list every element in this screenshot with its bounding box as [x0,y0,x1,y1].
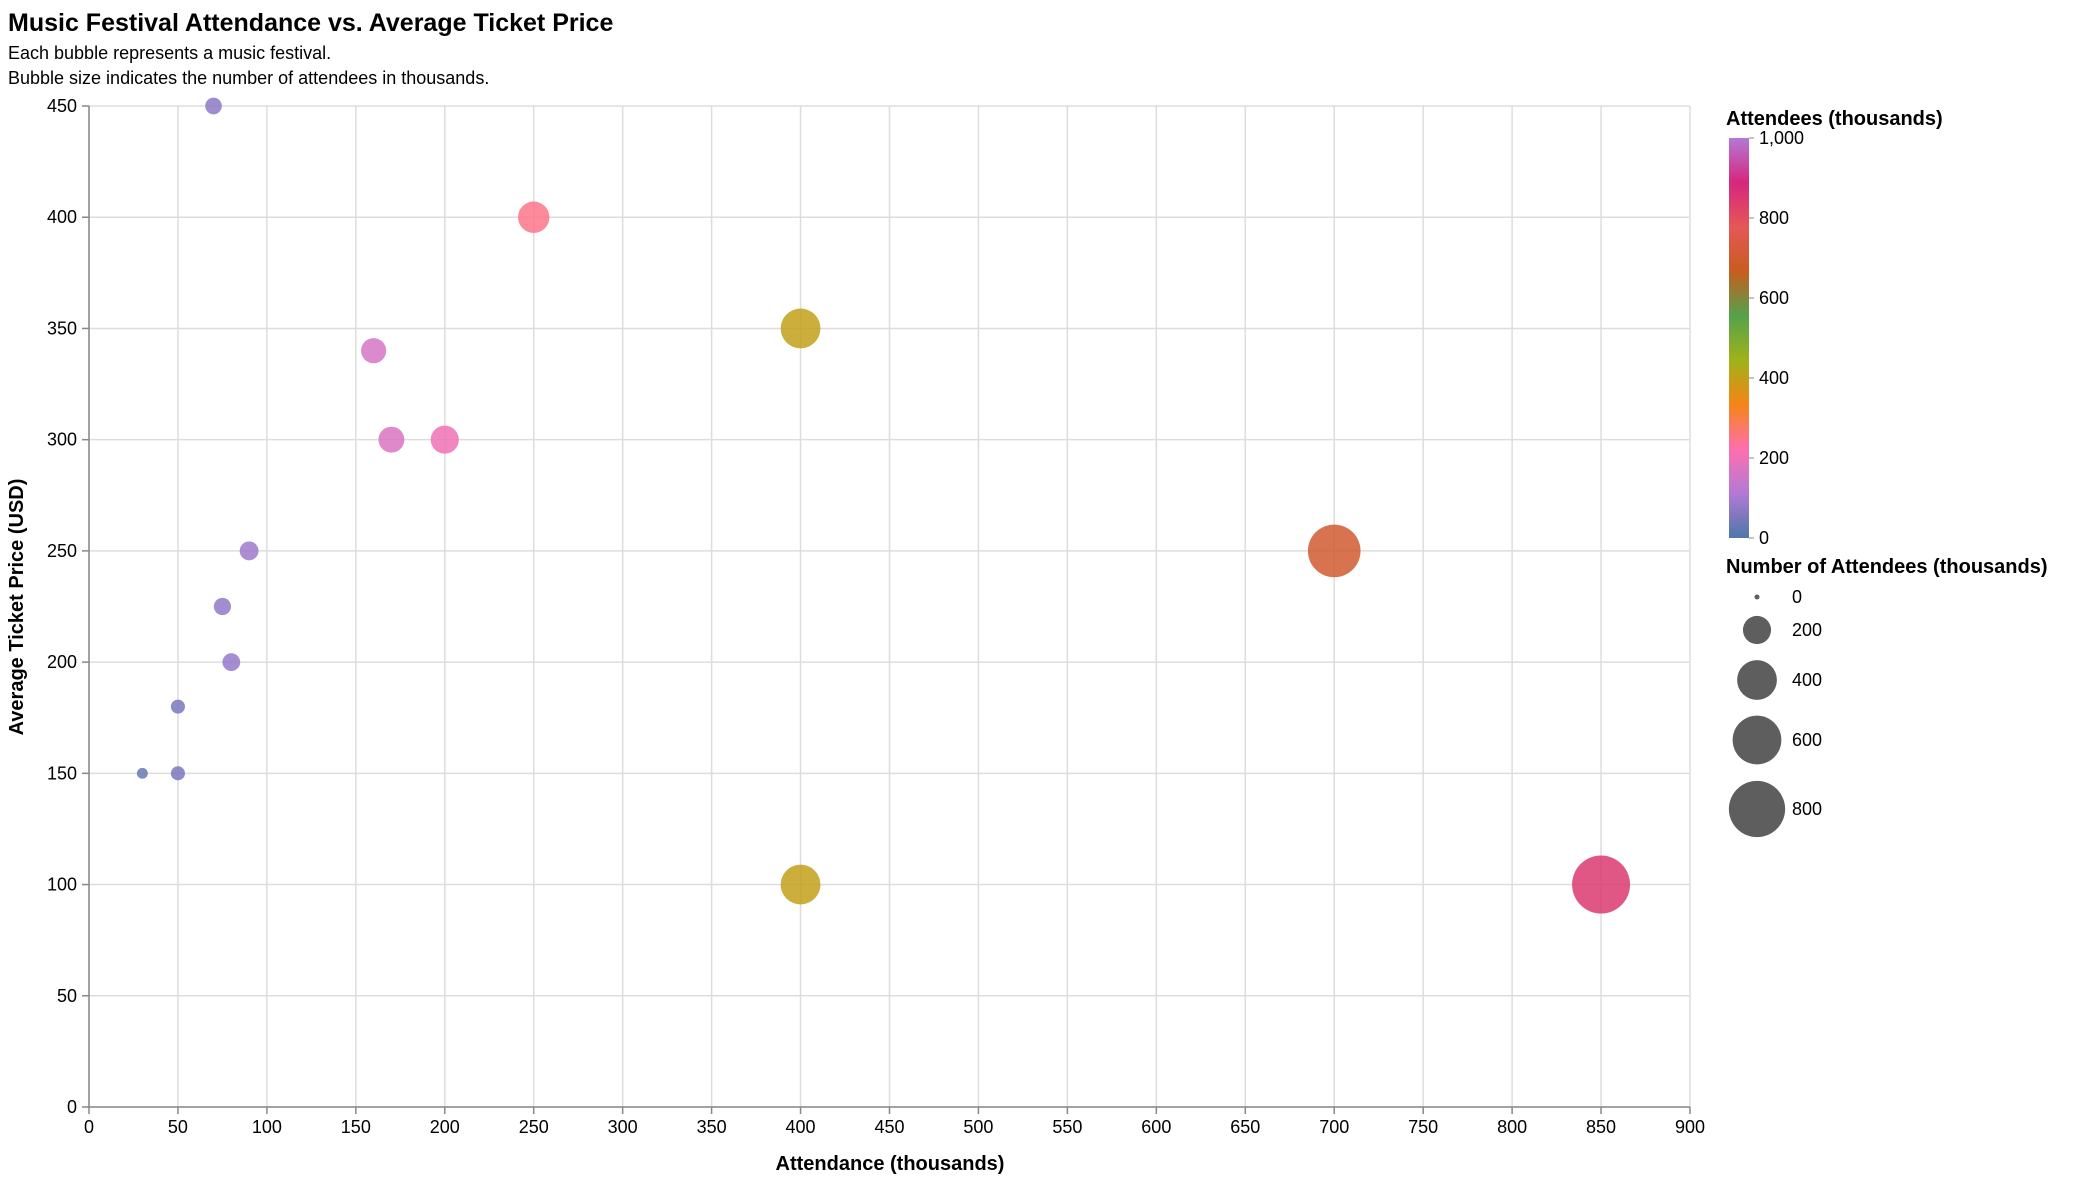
x-tick-label: 850 [1586,1117,1616,1137]
x-tick-label: 500 [963,1117,993,1137]
y-tick-label: 250 [47,541,77,561]
x-axis-title: Attendance (thousands) [776,1153,1005,1175]
bubble [517,201,550,233]
y-tick-label: 300 [47,430,77,450]
y-tick-label: 200 [47,652,77,672]
chart-title: Music Festival Attendance vs. Average Ti… [8,9,613,37]
x-tick-label: 300 [608,1117,638,1137]
color-legend: Attendees (thousands) 0 200 400 600 800 1,000 [1726,108,1943,548]
grid [88,105,1691,1108]
y-tick-label: 350 [47,318,77,338]
x-tick-label: 800 [1497,1117,1527,1137]
size-legend-symbol [1728,780,1786,838]
bubble [222,653,241,672]
size-legend-label: 800 [1792,799,1822,819]
color-legend-title: Attendees (thousands) [1726,108,1943,130]
y-tick-label: 0 [67,1097,77,1117]
x-tick-label: 350 [697,1117,727,1137]
x-tick-label: 550 [1052,1117,1082,1137]
x-tick-label: 450 [874,1117,904,1137]
color-legend-tick-label: 800 [1759,208,1789,228]
y-tick-label: 450 [47,96,77,116]
y-tick-label: 50 [57,986,77,1006]
x-tick-label: 900 [1675,1117,1705,1137]
bubble-marks [136,97,1631,914]
x-tick-label: 150 [341,1117,371,1137]
y-tick-label: 150 [47,763,77,783]
y-tick-label: 100 [47,875,77,895]
size-legend-symbol [1742,615,1772,645]
x-tick-label: 50 [168,1117,188,1137]
size-legend-label: 600 [1792,730,1822,750]
bubble [239,541,259,561]
size-legend-label: 400 [1792,670,1822,690]
x-tick-label: 200 [430,1117,460,1137]
size-legend-label: 200 [1792,620,1822,640]
color-legend-tick-label: 0 [1759,528,1769,548]
bubble [170,699,185,714]
bubble [780,864,821,905]
bubble [170,766,185,781]
bubble [136,767,148,779]
x-tick-label: 750 [1408,1117,1438,1137]
size-legend-symbol [1754,594,1760,600]
size-legend-title: Number of Attendees (thousands) [1726,556,2048,578]
bubble [1572,855,1631,914]
size-legend-label: 0 [1792,587,1802,607]
x-tick-label: 0 [84,1117,94,1137]
bubble [361,338,387,364]
chart-subtitle-line-1: Each bubble represents a music festival. [8,43,331,63]
x-tick-label: 650 [1230,1117,1260,1137]
y-axis-title: Average Ticket Price (USD) [6,479,28,736]
color-legend-gradient-bar [1729,138,1749,538]
color-legend-tick-label: 1,000 [1759,128,1804,148]
color-legend-tick-label: 400 [1759,368,1789,388]
color-legend-tick-label: 600 [1759,288,1789,308]
bubble [213,597,232,616]
x-tick-label: 400 [786,1117,816,1137]
bubble [780,308,821,349]
chart-subtitle-line-2: Bubble size indicates the number of atte… [8,68,489,88]
x-tick-label: 700 [1319,1117,1349,1137]
axes: 0 50 100 150 200 250 300 350 400 450 500 550 600 650 7… [47,96,1705,1137]
size-legend: Number of Attendees (thousands) 0 200 400 6… [1726,556,2048,838]
bubble [205,97,222,115]
bubble [378,426,405,453]
color-legend-tick-label: 200 [1759,448,1789,468]
x-tick-label: 250 [519,1117,549,1137]
bubble [1307,524,1361,578]
size-legend-symbol [1737,660,1777,700]
bubble [430,425,459,454]
y-tick-label: 400 [47,207,77,227]
x-tick-label: 100 [252,1117,282,1137]
size-legend-symbol [1732,715,1782,765]
x-tick-label: 600 [1141,1117,1171,1137]
